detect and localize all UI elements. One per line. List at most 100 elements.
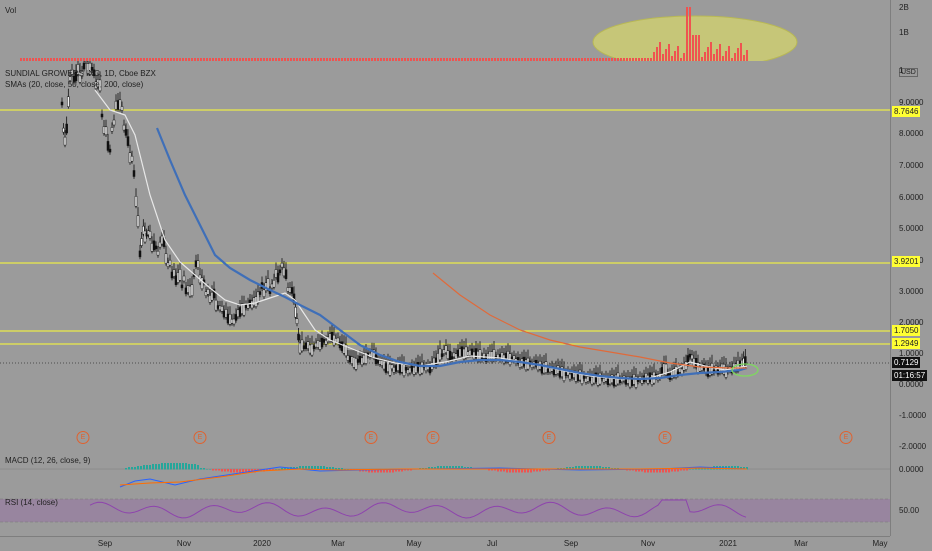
- price-candle: [314, 342, 318, 348]
- symbol-title[interactable]: SUNDIAL GROWERS INC, 1D, Cboe BZX: [5, 69, 156, 78]
- time-axis-label: Mar: [794, 539, 808, 548]
- price-candle: [542, 362, 546, 374]
- rsi-title[interactable]: RSI (14, close): [5, 498, 58, 507]
- macd-histogram-bar: [641, 469, 643, 472]
- macd-histogram-bar: [443, 466, 445, 470]
- price-candle: [224, 309, 228, 318]
- price-candle: [160, 235, 164, 245]
- price-candle: [168, 259, 172, 266]
- price-pane[interactable]: SUNDIAL GROWERS INC, 1D, Cboe BZX SMAs (…: [0, 61, 890, 449]
- earnings-marker[interactable]: E: [542, 431, 556, 444]
- volume-bar: [485, 58, 487, 61]
- price-axis-label: 2.0000: [899, 318, 924, 327]
- volume-bar: [110, 58, 112, 61]
- rsi-pane[interactable]: RSI (14, close): [0, 494, 890, 524]
- macd-histogram-bar: [662, 469, 664, 473]
- price-candle: [252, 297, 256, 306]
- macd-histogram-bar: [227, 469, 229, 472]
- currency-label[interactable]: USD: [899, 68, 918, 77]
- volume-bar: [509, 58, 511, 61]
- macd-pane[interactable]: MACD (12, 26, close, 9): [0, 449, 890, 494]
- volume-bar: [644, 58, 646, 61]
- volume-bar: [395, 58, 397, 61]
- macd-histogram-bar: [308, 466, 310, 470]
- macd-signal-line: [119, 467, 748, 486]
- volume-bar: [614, 58, 616, 61]
- volume-bar: [53, 58, 55, 61]
- price-candle: [170, 271, 174, 279]
- macd-histogram-bar: [131, 467, 133, 470]
- time-axis-label: Nov: [640, 539, 656, 548]
- volume-bar: [740, 43, 742, 61]
- volume-bar: [503, 58, 505, 61]
- earnings-marker[interactable]: E: [426, 431, 440, 444]
- macd-histogram-bar: [578, 466, 580, 470]
- macd-histogram-bar: [590, 466, 592, 470]
- macd-histogram-bar: [599, 466, 601, 470]
- macd-title[interactable]: MACD (12, 26, close, 9): [5, 456, 91, 465]
- earnings-marker[interactable]: E: [839, 431, 853, 444]
- earnings-marker[interactable]: E: [76, 431, 90, 444]
- volume-pane[interactable]: Vol: [0, 0, 890, 61]
- macd-histogram-bar: [176, 463, 178, 470]
- volume-bar: [734, 53, 736, 61]
- sma200-line: [432, 272, 747, 369]
- volume-bar: [278, 58, 280, 61]
- price-axis-label: 1: [899, 66, 904, 75]
- price-candle: [700, 365, 704, 371]
- volume-bar: [275, 58, 277, 61]
- volume-bar: [653, 52, 655, 61]
- macd-histogram-bar: [734, 466, 736, 470]
- macd-histogram-bar: [191, 464, 193, 470]
- volume-bar: [746, 50, 748, 61]
- earnings-marker[interactable]: E: [658, 431, 672, 444]
- price-candle: [176, 272, 180, 283]
- price-candle: [282, 267, 286, 277]
- macd-histogram-bar: [155, 464, 157, 470]
- volume-bar: [224, 58, 226, 61]
- earnings-marker[interactable]: E: [364, 431, 378, 444]
- price-candle: [660, 367, 664, 374]
- macd-histogram-bar: [602, 467, 604, 470]
- price-candle: [330, 331, 334, 342]
- time-axis[interactable]: Sep Nov 2020 Mar May Jul Sep Nov 2021 Mar May: [0, 536, 890, 551]
- macd-histogram-bar: [497, 469, 499, 472]
- price-candle: [548, 367, 552, 373]
- price-candle: [388, 364, 392, 376]
- volume-bar: [704, 52, 706, 61]
- sma-indicator-title[interactable]: SMAs (20, close, 50, close, 200, close): [5, 80, 144, 89]
- price-axis-label: 7.0000: [899, 161, 924, 170]
- price-axis-label: 6.0000: [899, 193, 924, 202]
- volume-bar: [470, 58, 472, 61]
- price-candle: [304, 342, 308, 350]
- volume-bar: [425, 58, 427, 61]
- macd-histogram-bar: [638, 469, 640, 472]
- macd-histogram-bar: [548, 469, 550, 471]
- macd-histogram-bar: [314, 466, 316, 470]
- price-axis-label: 8.0000: [899, 129, 924, 138]
- volume-bar: [557, 58, 559, 61]
- price-candle: [150, 242, 154, 252]
- volume-bar: [467, 58, 469, 61]
- price-axis[interactable]: 2B 1B USD 1 9.0000 8.0000 7.0000 6.0000 5.000…: [890, 0, 932, 536]
- volume-bar: [431, 58, 433, 61]
- price-candle: [65, 123, 68, 134]
- volume-bar: [347, 58, 349, 61]
- volume-bar: [413, 58, 415, 61]
- volume-bar: [302, 58, 304, 61]
- price-candle: [238, 307, 242, 317]
- price-candle: [322, 339, 326, 343]
- price-candle: [634, 376, 638, 388]
- price-candle: [606, 378, 610, 386]
- volume-bar: [185, 58, 187, 61]
- volume-bar: [350, 58, 352, 61]
- price-candle: [178, 269, 182, 281]
- macd-histogram-bar: [317, 466, 319, 470]
- macd-histogram-bar: [530, 469, 532, 473]
- earnings-marker[interactable]: E: [193, 431, 207, 444]
- price-candle: [70, 69, 74, 75]
- volume-bar: [359, 58, 361, 61]
- macd-histogram-bar: [461, 466, 463, 470]
- macd-histogram-bar: [236, 469, 238, 473]
- volume-bar: [317, 58, 319, 61]
